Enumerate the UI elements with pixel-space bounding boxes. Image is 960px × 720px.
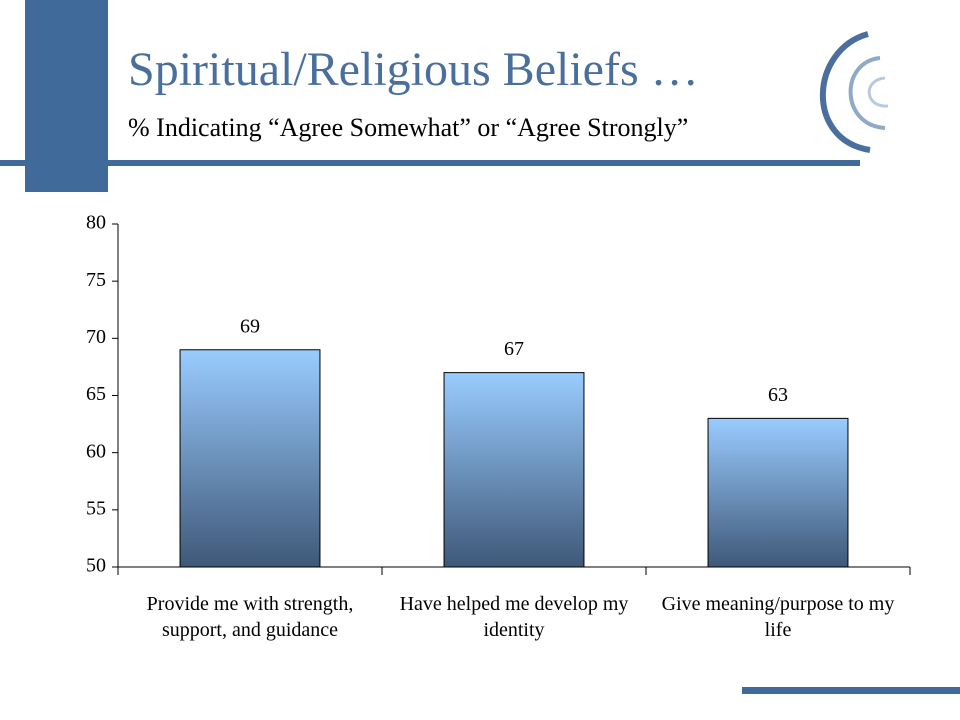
value-label: 69 [240,315,260,337]
bar [179,349,321,568]
y-tick-label: 80 [86,212,106,234]
decor-rule [0,160,860,166]
chart-title: Spiritual/Religious Beliefs … [128,43,699,96]
bar [443,372,585,568]
x-tick-label: Give meaning/purpose to my life [661,593,895,641]
decor-rule [742,687,960,694]
y-tick-label: 55 [86,497,106,519]
y-tick-label: 50 [86,555,106,577]
chart-subtitle: % Indicating “Agree Somewhat” or “Agree … [128,113,688,142]
value-label: 63 [768,384,788,406]
x-tick-label: Provide me with strength, support, and g… [146,593,354,641]
bar [707,417,849,568]
value-label: 67 [504,338,524,360]
y-tick-label: 75 [86,269,106,291]
y-tick-label: 70 [86,326,106,348]
logo [820,31,889,153]
x-tick-label: Have helped me develop my identity [399,593,629,641]
y-tick-label: 65 [86,383,106,405]
y-tick-label: 60 [86,440,106,462]
